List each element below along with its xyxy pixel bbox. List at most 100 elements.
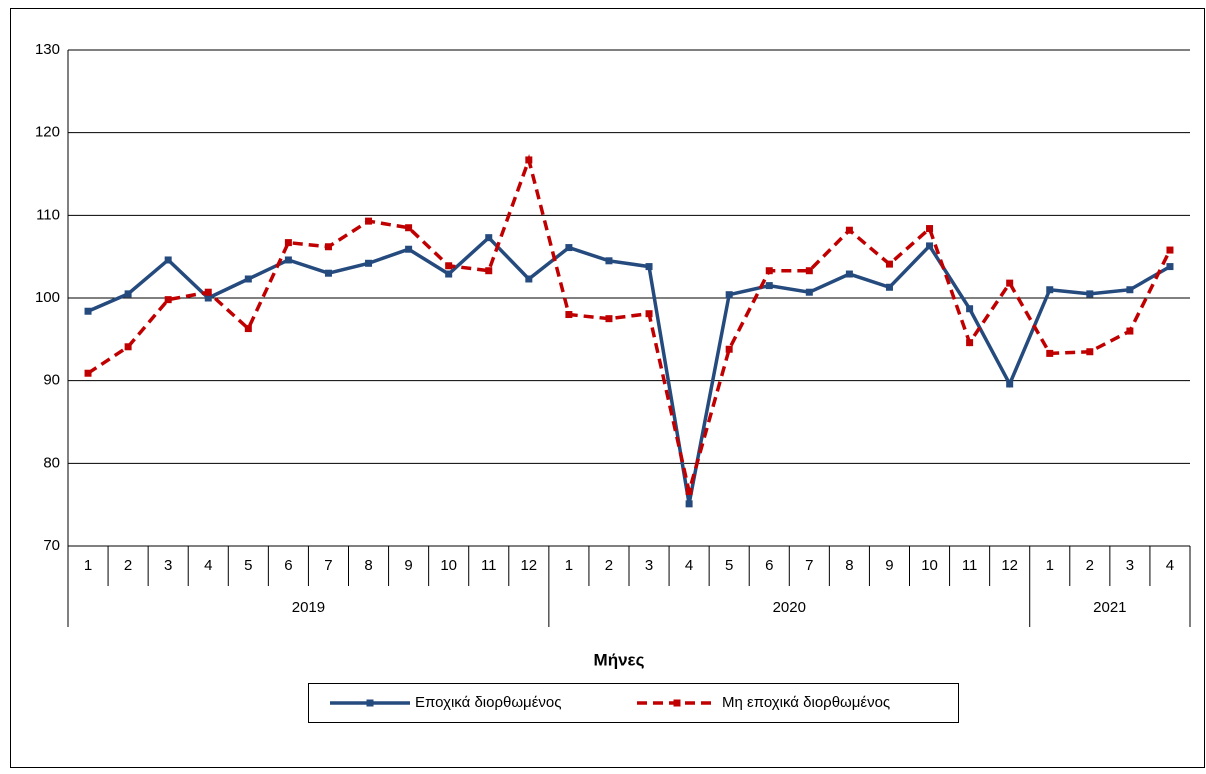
x-tick-label: 10 xyxy=(440,557,457,574)
x-tick-label: 3 xyxy=(164,557,172,574)
point xyxy=(324,269,332,277)
x-tick-label: 9 xyxy=(404,557,412,574)
x-tick-label: 1 xyxy=(84,557,92,574)
point xyxy=(525,156,533,164)
series-line xyxy=(87,235,1171,505)
point xyxy=(1046,349,1054,357)
point xyxy=(284,239,292,247)
x-tick-label: 8 xyxy=(364,557,372,574)
point xyxy=(966,339,974,347)
point xyxy=(725,345,733,353)
point xyxy=(645,310,653,318)
point xyxy=(284,256,292,264)
point xyxy=(405,245,413,253)
point xyxy=(805,288,813,296)
y-tick-label: 110 xyxy=(36,206,60,223)
point xyxy=(445,262,453,270)
point xyxy=(845,270,853,278)
x-tick-label: 2 xyxy=(605,557,613,574)
point xyxy=(1086,348,1094,356)
chart-border xyxy=(10,8,1205,768)
x-tick-label: 3 xyxy=(645,557,653,574)
group-label: 2019 xyxy=(292,599,325,616)
point xyxy=(204,294,212,302)
point xyxy=(84,307,92,315)
point xyxy=(685,500,693,508)
x-tick-label: 10 xyxy=(921,557,938,574)
point xyxy=(926,242,934,250)
point xyxy=(1166,246,1174,254)
point xyxy=(765,282,773,290)
point xyxy=(685,487,693,495)
x-tick-label: 4 xyxy=(204,557,212,574)
x-tick-label: 5 xyxy=(244,557,252,574)
point xyxy=(1006,380,1014,388)
point xyxy=(84,369,92,377)
x-tick-label: 3 xyxy=(1126,557,1134,574)
point xyxy=(405,224,413,232)
x-tick-label: 11 xyxy=(962,557,978,574)
point xyxy=(124,290,132,298)
x-tick-label: 9 xyxy=(885,557,893,574)
x-tick-label: 12 xyxy=(1001,557,1018,574)
point xyxy=(605,257,613,265)
point xyxy=(565,244,573,252)
point xyxy=(605,315,613,323)
legend-marker xyxy=(366,699,374,707)
x-tick-label: 5 xyxy=(725,557,733,574)
point xyxy=(1166,263,1174,271)
x-tick-label: 4 xyxy=(685,557,693,574)
y-tick-label: 80 xyxy=(43,454,60,471)
x-tick-label: 6 xyxy=(765,557,773,574)
point xyxy=(645,263,653,271)
point xyxy=(725,291,733,299)
point xyxy=(765,267,773,275)
legend-label: Εποχικά διορθωμένος xyxy=(415,694,561,711)
x-tick-label: 8 xyxy=(845,557,853,574)
group-label: 2020 xyxy=(773,599,806,616)
y-tick-label: 120 xyxy=(35,124,60,141)
legend-box xyxy=(308,683,959,723)
point xyxy=(485,267,493,275)
point xyxy=(164,256,172,264)
point xyxy=(926,225,934,233)
point xyxy=(365,259,373,267)
point xyxy=(845,226,853,234)
point xyxy=(324,243,332,251)
x-tick-label: 7 xyxy=(324,557,332,574)
x-tick-label: 2 xyxy=(1086,557,1094,574)
point xyxy=(365,217,373,225)
x-tick-label: 11 xyxy=(481,557,497,574)
point xyxy=(1126,327,1134,335)
y-tick-label: 90 xyxy=(43,372,60,389)
group-label: 2021 xyxy=(1093,599,1126,616)
point xyxy=(485,234,493,242)
x-tick-label: 2 xyxy=(124,557,132,574)
x-tick-label: 1 xyxy=(1046,557,1054,574)
point xyxy=(164,296,172,304)
point xyxy=(445,270,453,278)
x-tick-label: 12 xyxy=(520,557,537,574)
point xyxy=(1046,286,1054,294)
x-tick-label: 1 xyxy=(565,557,573,574)
y-tick-label: 100 xyxy=(35,289,60,306)
y-tick-label: 70 xyxy=(43,537,60,554)
y-tick-label: 130 xyxy=(35,41,60,58)
point xyxy=(244,325,252,333)
point xyxy=(885,283,893,291)
x-tick-label: 7 xyxy=(805,557,813,574)
point xyxy=(885,260,893,268)
point xyxy=(565,311,573,319)
point xyxy=(204,288,212,296)
point xyxy=(1126,286,1134,294)
x-tick-label: 6 xyxy=(284,557,292,574)
point xyxy=(1006,279,1014,287)
point xyxy=(966,305,974,313)
x-axis-title: Μήνες xyxy=(594,650,645,669)
legend-marker xyxy=(673,699,681,707)
x-tick-label: 4 xyxy=(1166,557,1174,574)
legend-label: Μη εποχικά διορθωμένος xyxy=(722,694,890,711)
point xyxy=(525,275,533,283)
point xyxy=(124,343,132,351)
point xyxy=(805,267,813,275)
